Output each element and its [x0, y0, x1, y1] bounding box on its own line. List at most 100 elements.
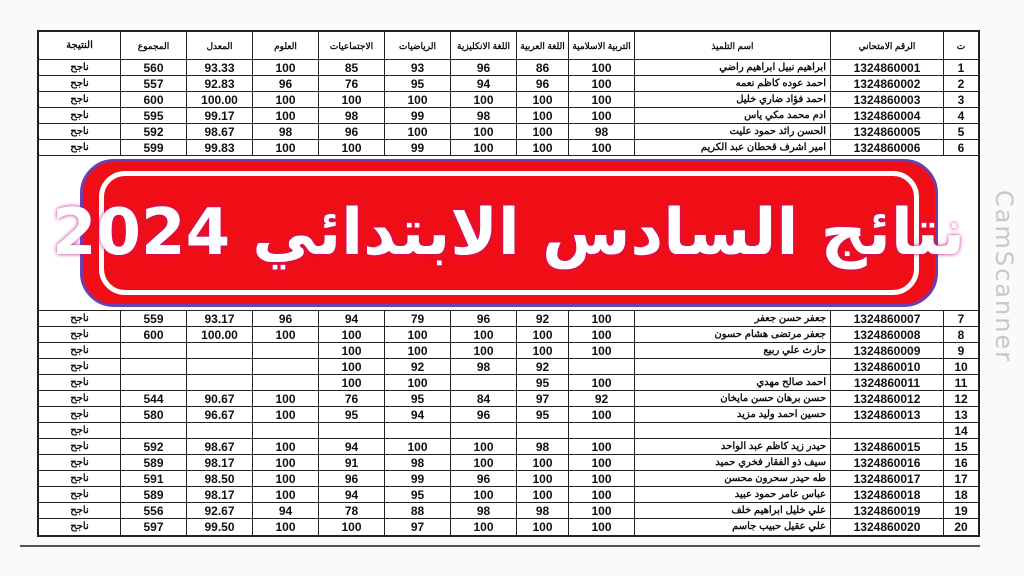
cell-exam-number: 1324860007 [830, 311, 943, 327]
cell-student-name: حارث علي ربيع [634, 343, 830, 359]
cell-average: 96.67 [186, 407, 252, 423]
cell-index: 2 [943, 76, 978, 92]
cell-student-name: حسين احمد وليد مزيد [634, 407, 830, 423]
header-islamic: التربية الاسلامية [568, 32, 634, 60]
cell-total: 592 [120, 439, 186, 455]
cell-total: 600 [120, 92, 186, 108]
cell-student-name: جعفر حسن جعفر [634, 311, 830, 327]
cell-result: ناجح [39, 359, 120, 375]
scanner-watermark: CamScanner [990, 190, 1018, 364]
cell-result: ناجح [39, 471, 120, 487]
header-english: اللغة الانكليزية [450, 32, 516, 60]
cell-arabic: 100 [516, 519, 568, 535]
cell-arabic: 100 [516, 140, 568, 156]
cell-islamic: 100 [568, 471, 634, 487]
cell-islamic: 100 [568, 407, 634, 423]
cell-social: 94 [318, 487, 384, 503]
cell-index: 8 [943, 327, 978, 343]
cell-arabic: 100 [516, 471, 568, 487]
cell-math: 100 [384, 343, 450, 359]
cell-result: ناجح [39, 92, 120, 108]
table-row: 1 1324860001 ابراهيم نبيل ابراهيم راضي 100 8… [39, 60, 978, 76]
cell-islamic: 100 [568, 140, 634, 156]
cell-average: 98.50 [186, 471, 252, 487]
cell-math: 97 [384, 519, 450, 535]
cell-arabic: 100 [516, 108, 568, 124]
cell-science: 100 [252, 108, 318, 124]
cell-math: 99 [384, 471, 450, 487]
cell-arabic: 100 [516, 92, 568, 108]
header-average: المعدل [186, 32, 252, 60]
cell-total [120, 343, 186, 359]
cell-student-name: عباس عامر حمود عبيد [634, 487, 830, 503]
cell-islamic: 100 [568, 375, 634, 391]
cell-exam-number: 1324860002 [830, 76, 943, 92]
cell-result: ناجح [39, 60, 120, 76]
cell-student-name: جعفر مرتضى هشام حسون [634, 327, 830, 343]
cell-science: 100 [252, 471, 318, 487]
cell-index: 17 [943, 471, 978, 487]
cell-math: 100 [384, 327, 450, 343]
cell-exam-number: 1324860017 [830, 471, 943, 487]
table-row: 19 1324860019 علي خليل ابراهيم خلف 100 98 98 8… [39, 503, 978, 519]
cell-english: 100 [450, 92, 516, 108]
cell-average: 90.67 [186, 391, 252, 407]
table-row: 12 1324860012 حسن برهان حسن مايخان 92 97 84 95… [39, 391, 978, 407]
cell-arabic: 95 [516, 407, 568, 423]
cell-total: 556 [120, 503, 186, 519]
cell-index: 1 [943, 60, 978, 76]
cell-social: 78 [318, 503, 384, 519]
cell-social: 94 [318, 311, 384, 327]
cell-student-name: حيدر زيد كاظم عبد الواحد [634, 439, 830, 455]
cell-social: 98 [318, 108, 384, 124]
cell-science: 100 [252, 519, 318, 535]
cell-exam-number: 1324860010 [830, 359, 943, 375]
header-student-name: اسم التلميذ [634, 32, 830, 60]
table-row: 3 1324860003 احمد فؤاد ضاري خليل 100 100 100 1… [39, 92, 978, 108]
cell-science: 100 [252, 391, 318, 407]
cell-islamic: 100 [568, 487, 634, 503]
cell-science: 100 [252, 455, 318, 471]
cell-index: 10 [943, 359, 978, 375]
cell-index: 4 [943, 108, 978, 124]
cell-islamic: 100 [568, 76, 634, 92]
cell-average: 100.00 [186, 327, 252, 343]
table-row: 9 1324860009 حارث علي ربيع 100 100 100 100 100 ن… [39, 343, 978, 359]
cell-index: 9 [943, 343, 978, 359]
cell-student-name: طه حيدر سحرون محسن [634, 471, 830, 487]
cell-student-name: ادم محمد مكي ياس [634, 108, 830, 124]
cell-arabic: 98 [516, 503, 568, 519]
cell-result: ناجح [70, 521, 89, 532]
table-row: 13 1324860013 حسين احمد وليد مزيد 100 95 96 94… [39, 407, 978, 423]
cell-average: 92.83 [186, 76, 252, 92]
cell-total: 599 [120, 140, 186, 156]
cell-social: 100 [318, 140, 384, 156]
cell-science [252, 343, 318, 359]
cell-exam-number: 1324860012 [830, 391, 943, 407]
cell-social: 91 [318, 455, 384, 471]
banner-frame: نتائج السادس الابتدائي 2024 [52, 171, 965, 295]
table-row: 8 1324860008 جعفر مرتضى هشام حسون 100 100 100… [39, 327, 978, 343]
cell-science: 100 [252, 60, 318, 76]
cell-social: 76 [318, 76, 384, 92]
cell-average [186, 375, 252, 391]
cell-exam-number: 1324860015 [830, 439, 943, 455]
cell-total [120, 375, 186, 391]
cell-exam-number: 1324860020 [830, 519, 943, 535]
cell-social: 100 [318, 327, 384, 343]
table-row: 18 1324860018 عباس عامر حمود عبيد 100 100 100… [39, 487, 978, 503]
cell-science: 100 [252, 327, 318, 343]
cell-result: ناجح [39, 503, 120, 519]
table-row: 4 1324860004 ادم محمد مكي ياس 100 100 98 99 98 1… [39, 108, 978, 124]
cell-english: 96 [450, 60, 516, 76]
cell-total: 559 [120, 311, 186, 327]
cell-index: 3 [943, 92, 978, 108]
cell-result: ناجح [39, 108, 120, 124]
cell-result: ناجح [39, 439, 120, 455]
cell-average: 99.83 [186, 140, 252, 156]
cell-average: 98.17 [186, 487, 252, 503]
cell-average: 93.33 [186, 60, 252, 76]
cell-average: 99.17 [186, 108, 252, 124]
cell-social: 100 [318, 375, 384, 391]
cell-exam-number [830, 423, 943, 439]
